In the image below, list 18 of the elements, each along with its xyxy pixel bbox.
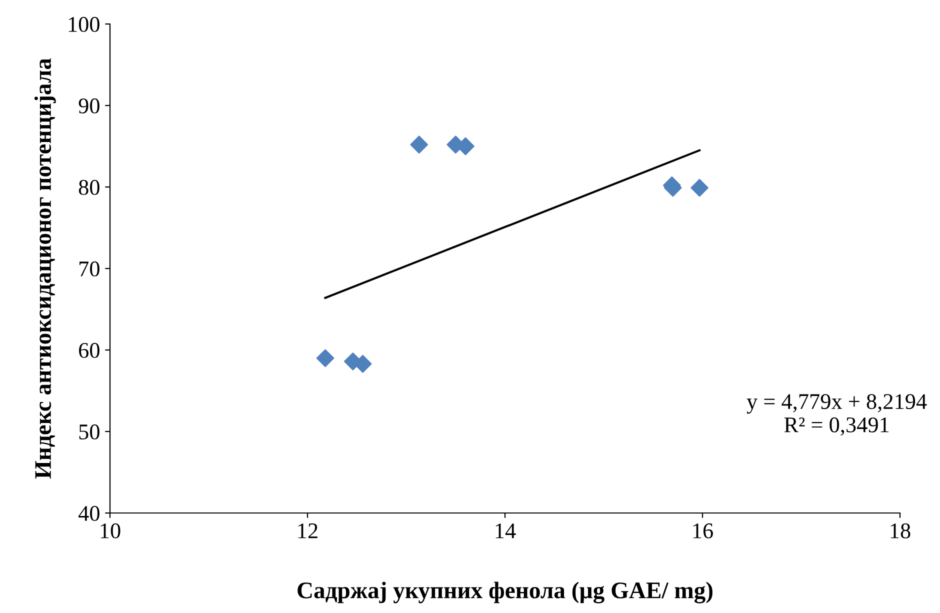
x-tick-label: 12 bbox=[298, 523, 318, 538]
point bbox=[690, 178, 708, 197]
y-tick-label: 100 bbox=[68, 16, 100, 32]
point bbox=[410, 136, 428, 154]
y-tick-label: 50 bbox=[79, 424, 100, 440]
x-tick-label: 14 bbox=[496, 523, 516, 538]
x-tick-label: 18 bbox=[890, 523, 910, 538]
x-axis-title: Садржај укупних фенола (µg GAE/ mg) bbox=[298, 582, 712, 604]
x-tick-label: 10 bbox=[100, 523, 120, 538]
y-axis-title: Индекс антиоксидационог потенцијала bbox=[34, 58, 56, 479]
y-tick-label: 40 bbox=[78, 506, 100, 521]
annotation: y = 4,779x + 8,2194 R² = 0,3491 bbox=[746, 394, 927, 436]
y-tick-label: 90 bbox=[78, 98, 100, 114]
y-tick-label: 80 bbox=[78, 180, 100, 195]
point bbox=[316, 349, 334, 368]
x-tick-label: 16 bbox=[693, 523, 713, 538]
y-tick-label: 60 bbox=[79, 342, 100, 358]
y-tick-label: 70 bbox=[80, 261, 100, 276]
